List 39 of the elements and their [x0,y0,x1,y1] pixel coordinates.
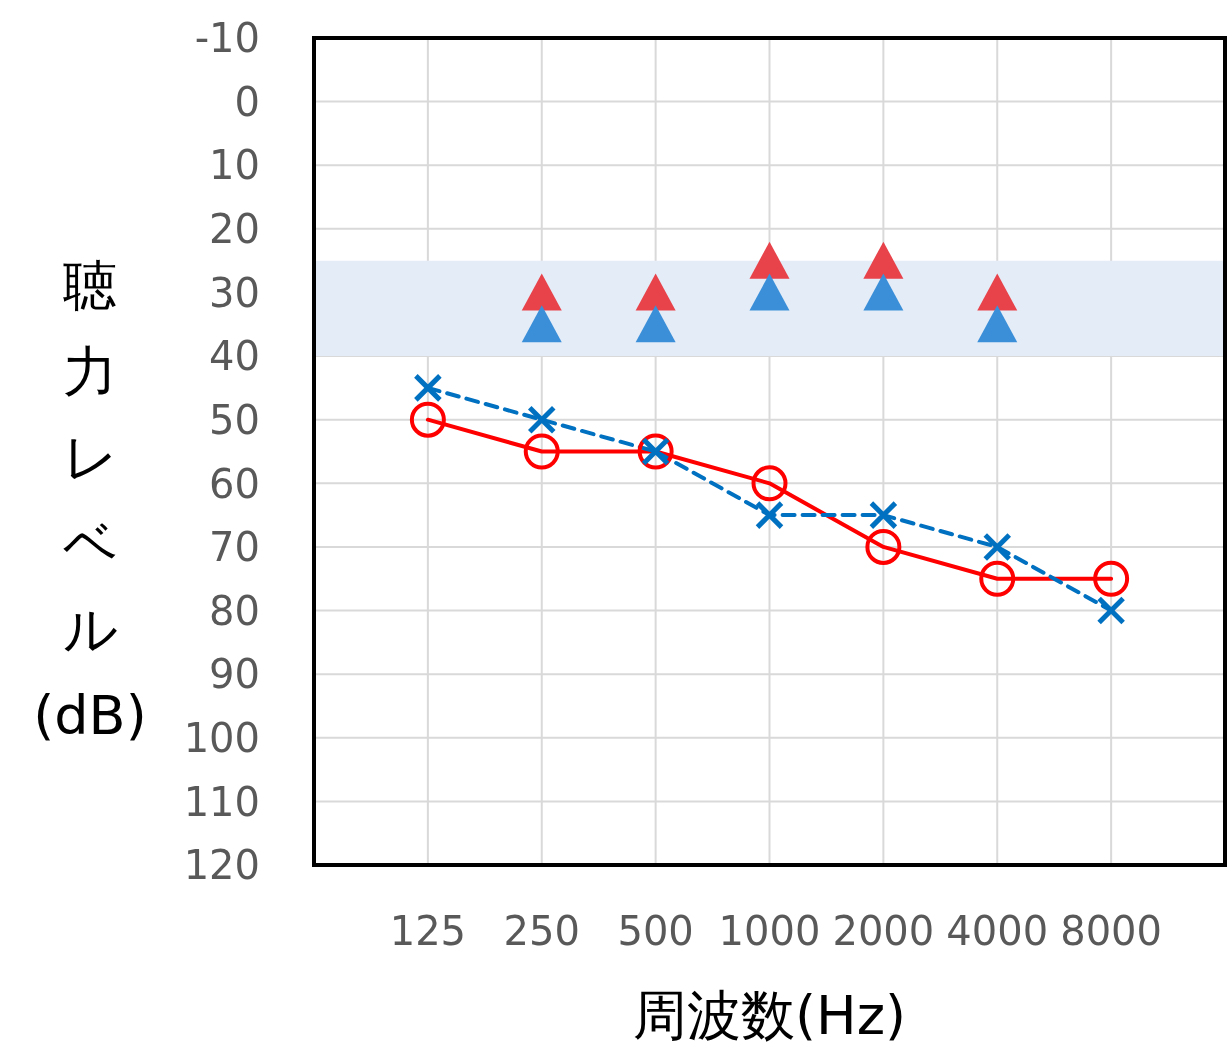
point [977,305,1018,343]
x-tick-label: 4000 [946,908,1049,955]
y-tick-label: 50 [209,396,260,443]
point [749,241,790,279]
y-tick-label: 20 [209,206,260,253]
x-axis-title: 周波数(Hz) [632,984,907,1047]
point [409,401,446,438]
y-tick-label: 120 [183,842,260,889]
x-tick-label: 250 [503,908,580,955]
y-tick-label: 80 [209,587,260,634]
y-tick-label: 0 [234,78,260,125]
point [1093,560,1130,597]
y-tick-label: 90 [209,651,260,698]
point [865,528,902,565]
y-tick-label: 100 [183,714,260,761]
y-tick-label: 60 [209,460,260,507]
y-tick-label: -10 [194,15,260,62]
point [977,273,1018,311]
point [979,560,1016,597]
point [635,305,676,343]
point [521,273,562,311]
point [749,273,790,311]
y-axis-title: 聴力レベル(dB) [33,253,147,747]
point [523,433,560,470]
y-tick-label: 10 [209,142,260,189]
x-tick-label: 500 [617,908,694,955]
x-tick-label: 1000 [718,908,821,955]
x-tick-label: 2000 [832,908,935,955]
point [635,273,676,311]
point [521,305,562,343]
y-tick-label: 110 [183,778,260,825]
y-tick-label: 70 [209,524,260,571]
point [863,241,904,279]
point [751,465,788,502]
y-tick-label: 30 [209,269,260,316]
y-tick-label: 40 [209,333,260,380]
x-tick-label: 125 [389,908,467,955]
x-tick-label: 8000 [1060,908,1163,955]
point [863,273,904,311]
